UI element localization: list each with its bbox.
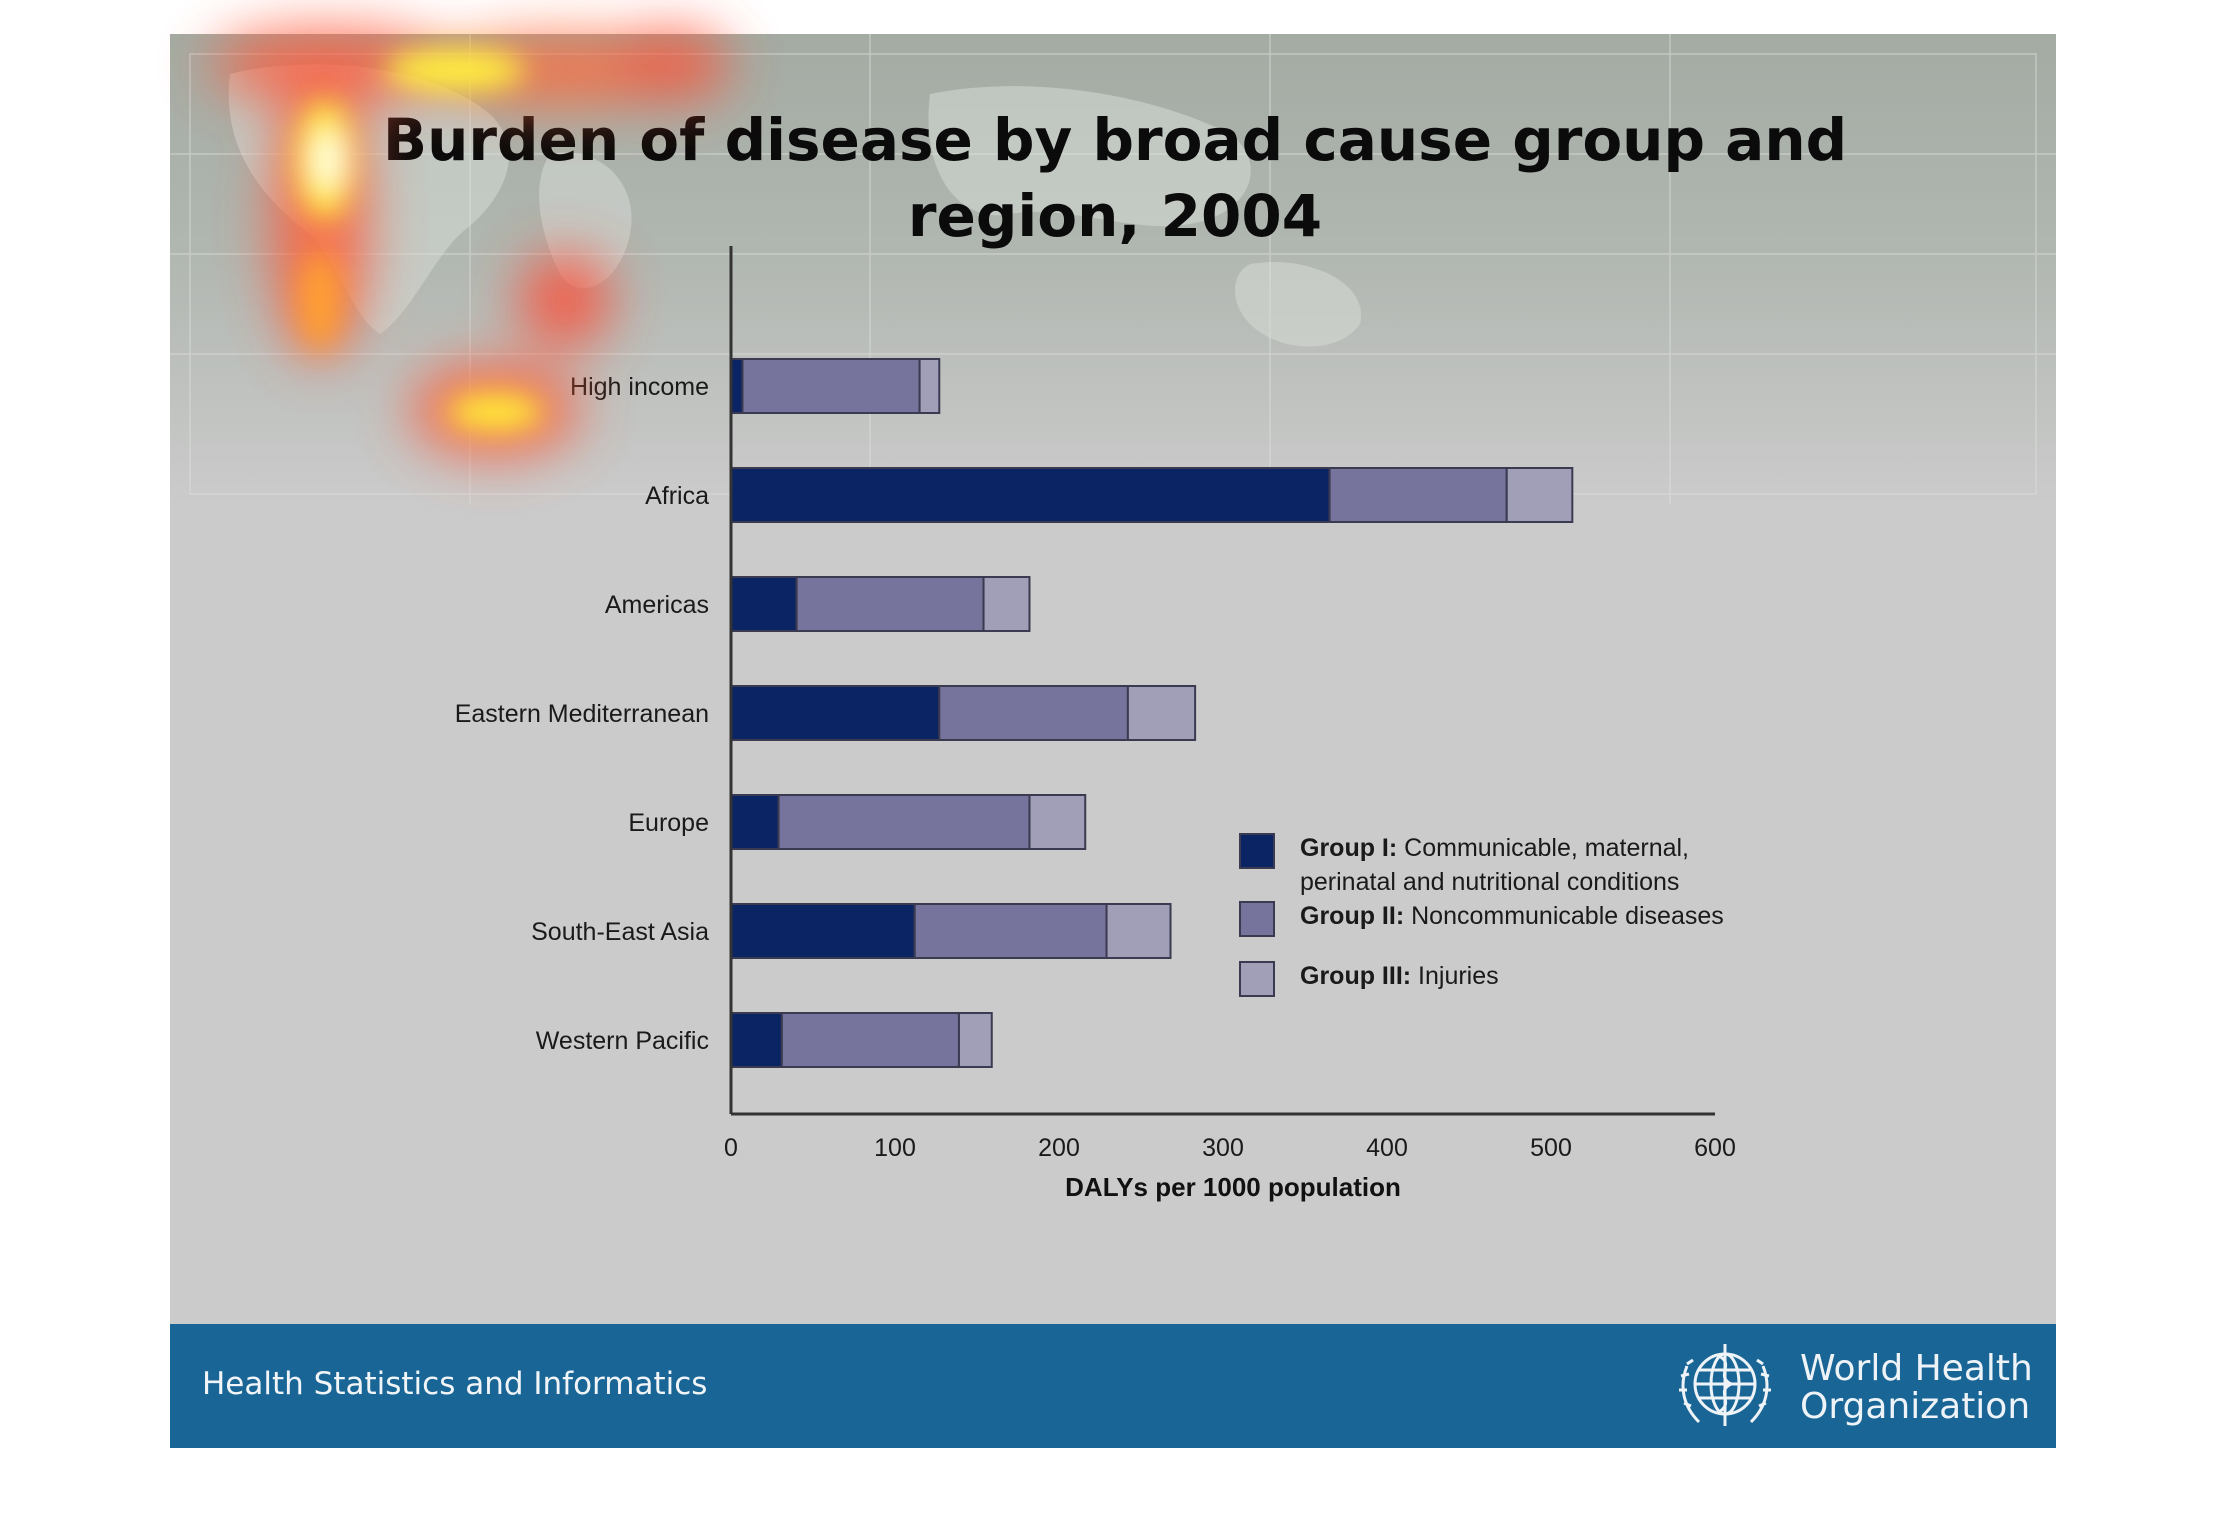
- footer-bar: Health Statistics and Informatics World …: [170, 1324, 2056, 1448]
- bar-americas-group-1: [730, 576, 798, 632]
- footer-text: Health Statistics and Informatics: [202, 1366, 708, 1402]
- bar-africa-group-1: [730, 467, 1331, 523]
- legend-swatch-group-3: [1239, 961, 1275, 997]
- x-tick-label-0: 0: [724, 1134, 738, 1162]
- organization-name: World Health Organization: [1800, 1350, 2033, 1426]
- legend-label-group-3: Group III: Injuries: [1300, 962, 1499, 990]
- category-label-americas: Americas: [605, 591, 709, 619]
- x-tick-label-500: 500: [1530, 1134, 1572, 1162]
- x-tick-label-200: 200: [1038, 1134, 1080, 1162]
- bar-western-pacific-group-1: [730, 1012, 783, 1068]
- legend-swatch-group-1: [1239, 833, 1275, 869]
- category-label-high-income: High income: [570, 373, 709, 401]
- category-label-south-east-asia: South-East Asia: [531, 918, 709, 946]
- bar-high-income-group-1: [730, 358, 744, 414]
- legend-label-group-1: Group I: Communicable, maternal,: [1300, 834, 1689, 862]
- category-label-europe: Europe: [628, 809, 709, 837]
- bar-south-east-asia-group-3: [1105, 903, 1172, 959]
- x-tick-label-600: 600: [1694, 1134, 1736, 1162]
- stacked-bar-chart: High income Africa Americas Eastern Mediter…: [455, 246, 1736, 1202]
- title-line-1: Burden of disease by broad cause group a…: [382, 106, 1848, 174]
- x-axis-label: DALYs per 1000 population: [1065, 1172, 1401, 1202]
- legend-label-group-1-line-2: perinatal and nutritional conditions: [1300, 868, 1679, 896]
- category-label-africa: Africa: [645, 482, 709, 510]
- bar-western-pacific-group-2: [780, 1012, 960, 1068]
- bar-eastern-mediterranean-group-1: [730, 685, 941, 741]
- bar-africa-group-3: [1505, 467, 1574, 523]
- bar-eastern-mediterranean-group-3: [1126, 685, 1197, 741]
- legend: Group I: Communicable, maternal, perinata…: [1239, 833, 1724, 997]
- x-tick-labels: 0 100 200 300 400 500 600: [724, 1134, 1736, 1162]
- bar-western-pacific-group-3: [957, 1012, 993, 1068]
- bar-south-east-asia-group-1: [730, 903, 916, 959]
- bar-europe-group-3: [1028, 794, 1087, 850]
- bar-eastern-mediterranean-group-2: [938, 685, 1129, 741]
- bar-africa-group-2: [1328, 467, 1508, 523]
- bar-americas-group-3: [982, 576, 1031, 632]
- organization-name-line-1: World Health: [1800, 1348, 2033, 1389]
- bar-south-east-asia-group-2: [913, 903, 1108, 959]
- x-tick-label-100: 100: [874, 1134, 916, 1162]
- category-labels: High income Africa Americas Eastern Mediter…: [455, 373, 709, 1055]
- bar-high-income-group-3: [918, 358, 941, 414]
- slide-title: Burden of disease by broad cause group a…: [290, 102, 1940, 254]
- slide: Burden of disease by broad cause group a…: [170, 34, 2056, 1448]
- x-tick-label-300: 300: [1202, 1134, 1244, 1162]
- legend-swatch-group-2: [1239, 901, 1275, 937]
- category-label-eastern-mediterranean: Eastern Mediterranean: [455, 700, 709, 728]
- bars-group: [730, 358, 1574, 1068]
- who-emblem-icon: [1679, 1344, 1771, 1426]
- organization-name-line-2: Organization: [1800, 1386, 2031, 1427]
- title-line-2: region, 2004: [907, 182, 1323, 250]
- bar-europe-group-2: [777, 794, 1031, 850]
- bar-high-income-group-2: [741, 358, 921, 414]
- legend-label-group-2: Group II: Noncommunicable diseases: [1300, 902, 1724, 930]
- x-tick-label-400: 400: [1366, 1134, 1408, 1162]
- bar-americas-group-2: [795, 576, 985, 632]
- category-label-western-pacific: Western Pacific: [536, 1027, 709, 1055]
- bar-europe-group-1: [730, 794, 780, 850]
